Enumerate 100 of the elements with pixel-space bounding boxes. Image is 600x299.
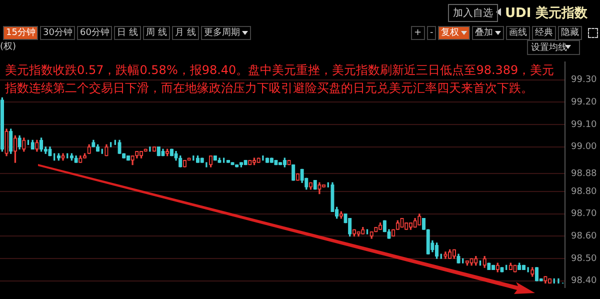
- candlestick: [87, 144, 91, 154]
- candlestick: [104, 144, 108, 156]
- y-tick-label: 99.10: [571, 120, 598, 130]
- text: 叠加: [472, 26, 504, 40]
- candlestick: [474, 256, 478, 266]
- candlestick: [222, 158, 225, 163]
- candlestick: [413, 218, 417, 228]
- text: 月 线: [172, 26, 199, 40]
- candlestick: [174, 151, 178, 161]
- y-tick-label: 99.00: [571, 142, 598, 152]
- candlestick: [361, 226, 365, 234]
- candlestick: [356, 231, 360, 237]
- candlestick: [300, 168, 304, 183]
- candlestick: [352, 229, 356, 237]
- candlestick: [182, 160, 187, 168]
- candlestick: [39, 138, 44, 152]
- candlestick: [256, 158, 260, 163]
- candlestick: [161, 148, 165, 156]
- candlestick: [265, 158, 270, 163]
- y-tick-label: 98.40: [571, 276, 598, 286]
- text: 15分钟: [3, 26, 38, 40]
- candlestick: [35, 140, 39, 152]
- candlestick: [22, 138, 26, 152]
- annotation: 美元指数收跌0.57，跌幅0.58%，报98.40。盘中美元重挫，美元指数刷新近三日低点至98.389，美元指数连续第二个交易日下滑，而在地缘政治压力下吸引避险买盘的日元兑美元汇率四天来首次下跌。: [5, 62, 556, 97]
- candlestick: [244, 160, 248, 166]
- candlestick: [313, 180, 317, 190]
- candlestick: [252, 158, 256, 166]
- candlestick: [513, 264, 517, 272]
- candlestick: [239, 162, 244, 168]
- candlestick: [500, 267, 504, 272]
- candlestick: [156, 146, 160, 156]
- candlestick: [208, 155, 213, 168]
- candlestick: [61, 153, 65, 161]
- y-tick-label: 98.60: [571, 232, 598, 242]
- candlestick: [0, 97, 4, 152]
- candlestick: [339, 211, 344, 219]
- candlestick: [274, 160, 278, 166]
- chart-title: UDI 美元指数: [505, 4, 588, 22]
- candlestick: [218, 158, 222, 163]
- candlestick: [18, 135, 22, 150]
- candlestick: [196, 155, 200, 163]
- candlestick: [448, 249, 452, 259]
- y-tick-label: 98.80: [571, 186, 598, 197]
- candlestick: [318, 182, 322, 194]
- text: 30分钟: [40, 26, 76, 40]
- text: (权): [0, 40, 16, 53]
- candlestick: [74, 155, 78, 163]
- candlestick: [534, 267, 539, 282]
- y-tick-label: 98.70: [571, 209, 598, 220]
- candlestick: [78, 155, 82, 163]
- candlestick: [465, 260, 470, 266]
- y-tick-label: 99.20: [571, 98, 598, 108]
- candlestick: [396, 220, 400, 230]
- candlestick: [130, 155, 134, 166]
- candlestick: [4, 128, 8, 156]
- text: 画线: [506, 26, 530, 40]
- text: 经典: [532, 26, 556, 40]
- candlestick: [56, 153, 61, 161]
- candlestick: [366, 229, 368, 234]
- candlestick: [226, 160, 230, 163]
- candlestick: [418, 214, 422, 226]
- text: -: [427, 26, 436, 40]
- candlestick: [270, 158, 274, 163]
- text: 日 线: [114, 26, 141, 40]
- candlestick: [470, 258, 474, 266]
- candlestick: [118, 140, 122, 154]
- candlestick: [278, 162, 282, 166]
- candlestick: [70, 153, 74, 161]
- candlestick: [287, 160, 291, 166]
- text: 设置均线: [527, 40, 580, 55]
- text: 更多周期: [201, 26, 251, 40]
- candlestick: [482, 256, 486, 268]
- candlestick: [426, 229, 430, 254]
- candlestick: [92, 140, 96, 148]
- text: 60分钟: [77, 26, 112, 40]
- candlestick: [404, 222, 408, 230]
- text: 加入自选: [448, 4, 498, 22]
- candlestick: [230, 162, 234, 166]
- candlestick: [456, 254, 460, 264]
- candlestick: [422, 218, 426, 230]
- candlestick: [200, 158, 204, 163]
- text: +: [411, 26, 425, 40]
- candlestick: [165, 148, 170, 156]
- text: 周 线: [143, 26, 170, 40]
- y-tick-label: 99.30: [571, 75, 598, 86]
- candlestick: [13, 135, 18, 163]
- candlestick: [391, 229, 396, 237]
- y-tick-label: 98.50: [571, 254, 598, 264]
- candlestick: [544, 276, 548, 284]
- candlestick: [322, 184, 326, 188]
- y-tick-label: 98.88: [571, 169, 598, 180]
- candlestick: [82, 153, 87, 158]
- candlestick: [178, 155, 182, 168]
- candlestick: [235, 164, 239, 168]
- candlestick: [30, 140, 34, 150]
- candlestick: [400, 218, 404, 228]
- candlestick: [378, 222, 382, 230]
- text: 隐藏: [558, 26, 582, 40]
- candlestick: [487, 262, 491, 270]
- text: 复权: [438, 26, 470, 40]
